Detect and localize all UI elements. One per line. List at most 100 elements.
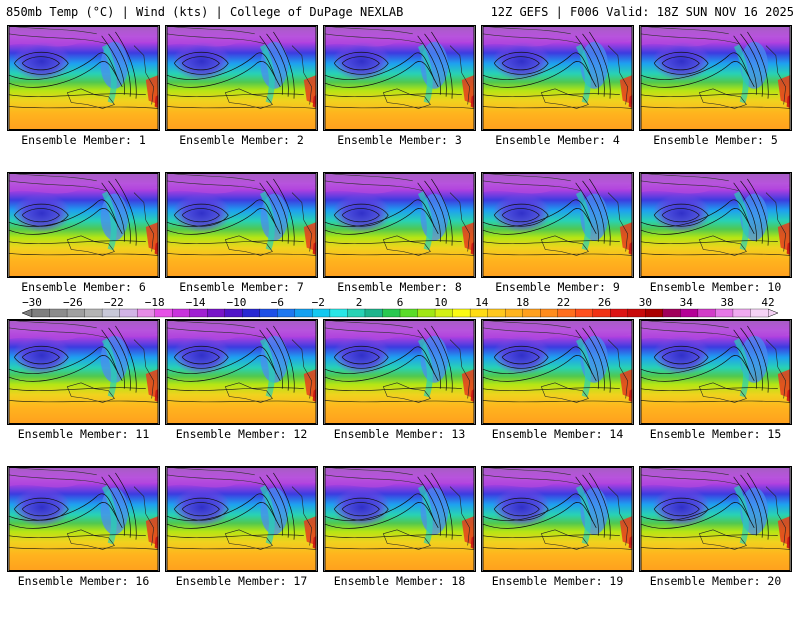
colorbar-tick-label: 26 [598, 296, 611, 309]
colorbar-swatch [329, 308, 348, 318]
colorbar-swatch [31, 308, 50, 318]
ensemble-member-label: Ensemble Member: 14 [491, 427, 624, 441]
colorbar-swatch [680, 308, 699, 318]
colorbar-tick-label: −22 [104, 296, 124, 309]
temperature-wind-map [481, 466, 634, 572]
colorbar-swatch [627, 308, 646, 318]
colorbar-swatch [522, 308, 541, 318]
colorbar-swatch [557, 308, 576, 318]
ensemble-member-label: Ensemble Member: 7 [179, 280, 304, 294]
colorbar-swatch [294, 308, 313, 318]
colorbar-swatch [452, 308, 471, 318]
ensemble-member-label: Ensemble Member: 2 [179, 133, 304, 147]
temperature-wind-map [639, 319, 792, 425]
ensemble-panel: Ensemble Member: 13 [323, 319, 476, 470]
colorbar-tick-label: −6 [271, 296, 284, 309]
colorbar-swatch [540, 308, 559, 318]
colorbar-swatch [750, 308, 769, 318]
colorbar-swatch [610, 308, 629, 318]
ensemble-panel: Ensemble Member: 12 [165, 319, 318, 470]
temperature-colorbar: −30 −26 −22 −18 −14 −10 −6 −2 2 6 10 14 18 22 26 30 34 38… [21, 296, 779, 318]
ensemble-member-label: Ensemble Member: 19 [491, 574, 624, 588]
colorbar-swatch [732, 308, 751, 318]
ensemble-panel: Ensemble Member: 8 [323, 172, 476, 323]
colorbar-tick-label: −26 [63, 296, 83, 309]
ensemble-member-label: Ensemble Member: 1 [21, 133, 146, 147]
ensemble-member-label: Ensemble Member: 9 [495, 280, 620, 294]
temperature-wind-map [639, 466, 792, 572]
colorbar-swatch [645, 308, 664, 318]
colorbar-swatch [347, 308, 366, 318]
ensemble-panel: Ensemble Member: 19 [481, 466, 634, 617]
ensemble-member-label: Ensemble Member: 6 [21, 280, 146, 294]
colorbar-swatch [66, 308, 86, 318]
colorbar-swatch [487, 308, 506, 318]
temperature-wind-map [165, 172, 318, 278]
colorbar-tick-label: 14 [475, 296, 489, 309]
ensemble-member-label: Ensemble Member: 16 [17, 574, 150, 588]
colorbar-swatch [312, 308, 331, 318]
ensemble-panel: Ensemble Member: 18 [323, 466, 476, 617]
colorbar-tick-label: −10 [227, 296, 247, 309]
colorbar-tick-label: −14 [186, 296, 206, 309]
ensemble-member-label: Ensemble Member: 5 [653, 133, 778, 147]
colorbar-swatch [49, 308, 68, 318]
ensemble-member-label: Ensemble Member: 13 [333, 427, 466, 441]
temperature-wind-map [323, 172, 476, 278]
ensemble-member-label: Ensemble Member: 11 [17, 427, 150, 441]
ensemble-member-label: Ensemble Member: 12 [175, 427, 308, 441]
temperature-wind-map [7, 319, 160, 425]
colorbar-max-arrow [767, 308, 779, 318]
colorbar-swatch [277, 308, 296, 318]
temperature-wind-map [7, 25, 160, 131]
colorbar-swatch [207, 308, 226, 318]
ensemble-panel: Ensemble Member: 6 [7, 172, 160, 323]
ensemble-panel: Ensemble Member: 11 [7, 319, 160, 470]
colorbar-swatch [84, 308, 103, 318]
ensemble-panel: Ensemble Member: 5 [639, 25, 792, 176]
ensemble-panel: Ensemble Member: 14 [481, 319, 634, 470]
ensemble-member-label: Ensemble Member: 15 [649, 427, 782, 441]
colorbar-swatch [172, 308, 191, 318]
colorbar-swatch [662, 308, 681, 318]
colorbar-swatch [434, 308, 454, 318]
ensemble-panel: Ensemble Member: 16 [7, 466, 160, 617]
ensemble-member-label: Ensemble Member: 10 [649, 280, 782, 294]
temperature-wind-map [481, 172, 634, 278]
colorbar-swatch [504, 308, 524, 318]
colorbar-tick-label: 42 [761, 296, 774, 309]
header-title: 850mb Temp (°C) | Wind (kts) | College o… [6, 5, 404, 19]
ensemble-member-label: Ensemble Member: 20 [649, 574, 782, 588]
colorbar-swatch [154, 308, 173, 318]
temperature-wind-map [7, 466, 160, 572]
temperature-wind-map [481, 25, 634, 131]
temperature-wind-map [165, 319, 318, 425]
colorbar-swatch [259, 308, 278, 318]
temperature-wind-map [165, 466, 318, 572]
temperature-wind-map [7, 172, 160, 278]
temperature-wind-map [323, 319, 476, 425]
colorbar-swatch [101, 308, 121, 318]
colorbar-tick-label: −30 [22, 296, 42, 309]
ensemble-member-label: Ensemble Member: 17 [175, 574, 308, 588]
ensemble-panel: Ensemble Member: 15 [639, 319, 792, 470]
ensemble-panel: Ensemble Member: 4 [481, 25, 634, 176]
colorbar-tick-label: 30 [639, 296, 652, 309]
colorbar-swatch [119, 308, 138, 318]
ensemble-panel: Ensemble Member: 3 [323, 25, 476, 176]
colorbar-swatch [224, 308, 243, 318]
colorbar-tick-label: 10 [434, 296, 447, 309]
temperature-wind-map [165, 25, 318, 131]
header-valid-time: 12Z GEFS | F006 Valid: 18Z SUN NOV 16 20… [490, 5, 794, 19]
colorbar-swatch [697, 308, 716, 318]
colorbar-tick-label: −2 [312, 296, 325, 309]
colorbar-tick-label: 34 [680, 296, 694, 309]
ensemble-member-label: Ensemble Member: 8 [337, 280, 462, 294]
colorbar-swatch [715, 308, 734, 318]
ensemble-member-label: Ensemble Member: 18 [333, 574, 466, 588]
temperature-wind-map [481, 319, 634, 425]
colorbar-tick-label: 2 [356, 296, 363, 309]
ensemble-panel: Ensemble Member: 17 [165, 466, 318, 617]
ensemble-member-label: Ensemble Member: 4 [495, 133, 620, 147]
ensemble-panel: Ensemble Member: 2 [165, 25, 318, 176]
